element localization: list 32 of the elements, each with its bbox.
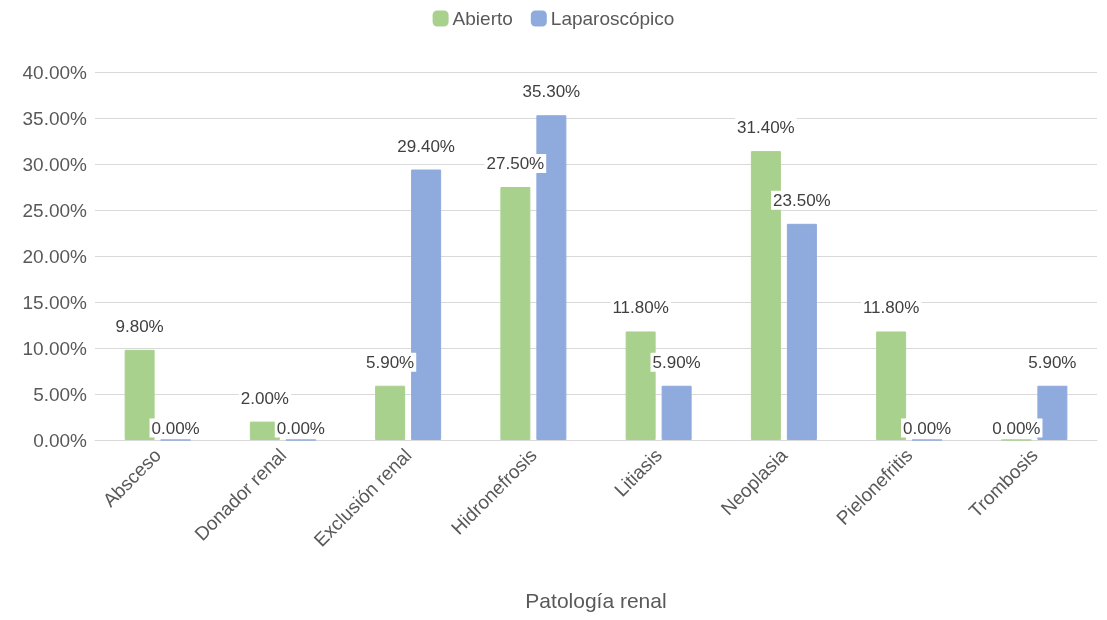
data-label: 31.40%: [737, 118, 795, 138]
data-label: 11.80%: [612, 298, 669, 318]
y-tick-label: 25.00%: [22, 199, 88, 221]
y-tick-label: 40.00%: [22, 61, 88, 83]
data-label: 11.80%: [862, 298, 920, 318]
data-label: 0.00%: [992, 418, 1041, 438]
x-axis-title: Patología renal: [525, 589, 667, 612]
y-tick-label: 20.00%: [22, 245, 88, 267]
bar: [500, 187, 531, 440]
y-tick-label: 5.00%: [33, 383, 88, 405]
data-label: 9.80%: [115, 316, 164, 336]
data-label: 35.30%: [522, 82, 581, 102]
data-label: 27.50%: [486, 154, 545, 173]
data-label: 0.00%: [276, 418, 325, 438]
data-label: 23.50%: [773, 190, 831, 210]
bar: [375, 385, 406, 440]
data-label: 0.00%: [151, 418, 200, 438]
legend-label: Laparoscópico: [550, 8, 675, 29]
legend-label: Abierto: [452, 8, 513, 29]
data-label: 5.90%: [1028, 352, 1077, 372]
bar: [786, 223, 817, 440]
data-label: 2.00%: [240, 388, 289, 408]
y-tick-label: 15.00%: [22, 291, 88, 313]
bar: [661, 385, 692, 440]
data-label: 29.40%: [397, 136, 455, 156]
data-label: 5.90%: [652, 352, 701, 372]
data-label: 5.90%: [366, 352, 415, 372]
y-tick-label: 35.00%: [22, 107, 88, 129]
data-label: 0.00%: [903, 418, 952, 438]
y-tick-label: 30.00%: [22, 153, 88, 175]
y-tick-label: 10.00%: [22, 337, 88, 359]
y-tick-label: 0.00%: [33, 429, 88, 451]
